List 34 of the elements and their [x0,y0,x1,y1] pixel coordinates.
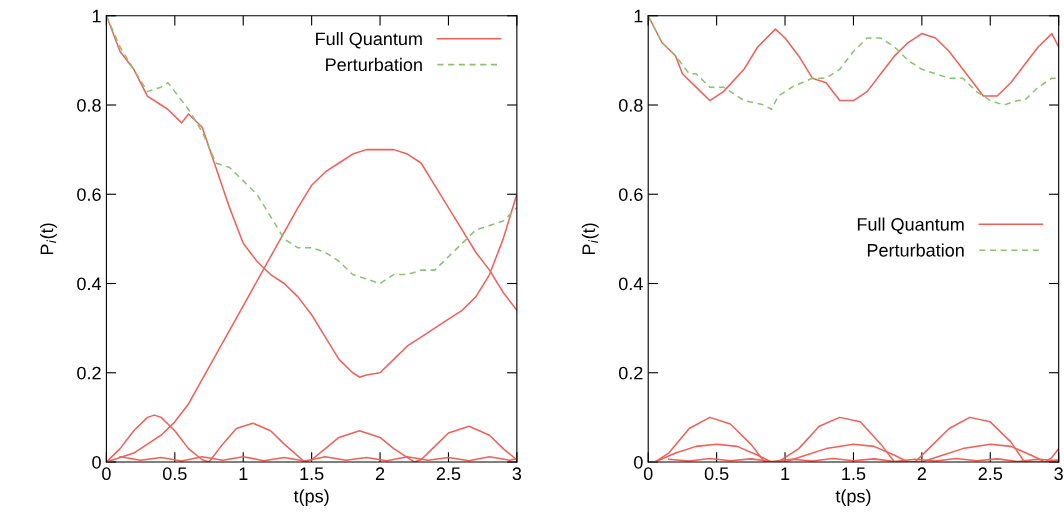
y-axis-title: P$_{i}$(t) [40,223,57,255]
x-tick-label: 3 [512,467,522,481]
y-tick-label: 0.4 [618,277,643,291]
y-tick-label: 0.4 [77,277,102,291]
y-tick-label: 0.2 [618,366,643,380]
x-tick-label: 2.5 [978,467,1003,481]
x-tick-label: 0 [102,467,111,481]
y-tick-label: 0.6 [77,188,101,201]
legend-label: Full Quantum [316,32,422,49]
x-axis-title: t(ps) [835,489,871,507]
y-tick-label: 0.8 [77,98,101,112]
x-tick-label: 0 [643,467,653,481]
x-tick-label: 1 [781,467,790,480]
x-tick-label: 1.5 [842,467,866,481]
legend-label: Perturbation [867,243,964,257]
y-tick-label: 0 [634,455,643,469]
y-tick-label: 0 [92,455,101,469]
x-tick-label: 1.5 [300,467,324,481]
x-tick-label: 2 [917,467,926,480]
x-axis-title: t(ps) [293,489,329,507]
x-tick-label: 0.5 [162,467,187,481]
y-tick-label: 0.2 [77,366,101,380]
legend-label: Full Quantum [857,217,964,235]
y-tick-label: 0.8 [618,98,643,112]
x-tick-label: 1 [239,467,248,480]
x-tick-label: 3 [1054,467,1063,481]
y-tick-label: 1 [634,9,643,23]
x-tick-label: 2.5 [436,467,461,481]
y-axis-title: P$_{i}$(t) [581,223,599,255]
x-tick-label: 2 [375,467,385,480]
x-tick-label: 0.5 [704,467,729,481]
y-tick-label: 0.6 [618,188,643,201]
y-tick-label: 1 [92,9,101,23]
legend-label: Perturbation [326,57,422,72]
